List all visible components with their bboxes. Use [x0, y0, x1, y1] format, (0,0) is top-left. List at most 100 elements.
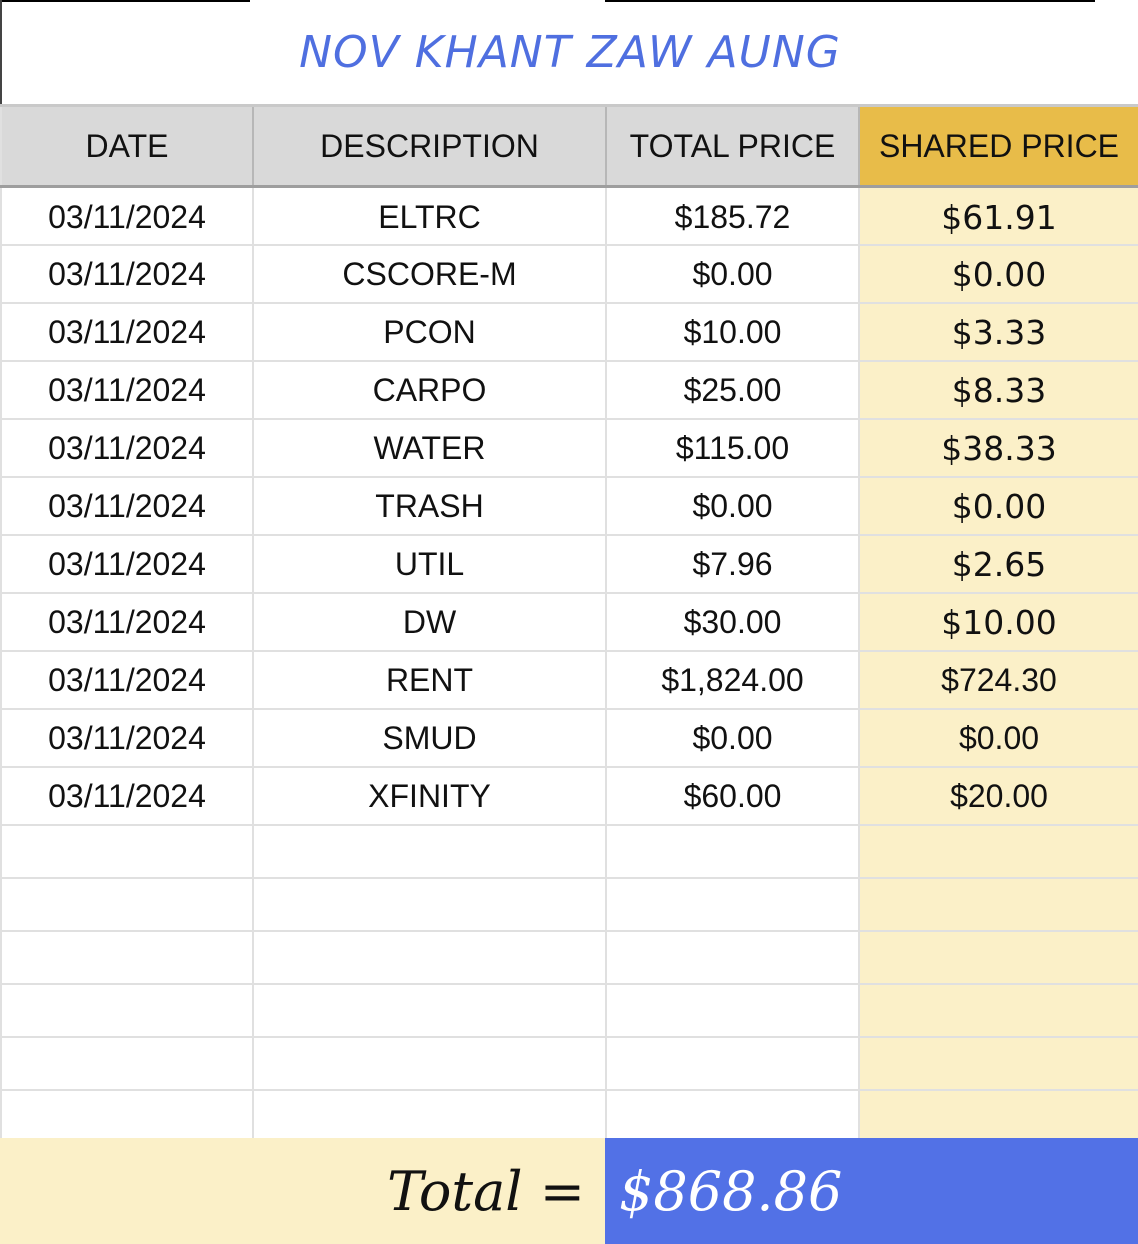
empty-cell[interactable]: [0, 1090, 254, 1144]
date-cell[interactable]: 03/11/2024: [0, 651, 254, 710]
total-price-cell[interactable]: $1,824.00: [606, 651, 860, 710]
empty-row: [0, 825, 1138, 879]
date-cell[interactable]: 03/11/2024: [0, 186, 254, 246]
table-row: 03/11/2024 TRASH $0.00 $0.00: [0, 477, 1138, 536]
total-price-cell[interactable]: $60.00: [606, 767, 860, 826]
description-cell[interactable]: RENT: [253, 651, 607, 710]
shared-price-cell[interactable]: $2.65: [859, 535, 1138, 594]
total-price-cell[interactable]: $115.00: [606, 419, 860, 478]
date-cell[interactable]: 03/11/2024: [0, 245, 254, 304]
empty-cell[interactable]: [0, 984, 254, 1038]
table-row: 03/11/2024 WATER $115.00 $38.33: [0, 419, 1138, 478]
total-price-cell[interactable]: $185.72: [606, 186, 860, 246]
header-total-price[interactable]: TOTAL PRICE: [606, 104, 860, 188]
empty-cell[interactable]: [253, 878, 607, 932]
description-cell[interactable]: ELTRC: [253, 186, 607, 246]
empty-cell[interactable]: [606, 1037, 860, 1091]
empty-cell[interactable]: [0, 825, 254, 879]
description-cell[interactable]: TRASH: [253, 477, 607, 536]
total-price-cell[interactable]: $0.00: [606, 477, 860, 536]
top-border-left: [0, 0, 250, 2]
empty-shared-cell[interactable]: [859, 1037, 1138, 1091]
empty-cell[interactable]: [606, 984, 860, 1038]
empty-shared-cell[interactable]: [859, 984, 1138, 1038]
total-label[interactable]: Total =: [0, 1138, 605, 1244]
empty-row: [0, 984, 1138, 1038]
shared-price-cell[interactable]: $61.91: [859, 186, 1138, 246]
header-row: DATE DESCRIPTION TOTAL PRICE SHARED PRIC…: [0, 104, 1138, 188]
sheet-title: NOV KHANT ZAW AUNG: [0, 0, 1138, 104]
empty-shared-cell[interactable]: [859, 931, 1138, 985]
empty-cell[interactable]: [606, 878, 860, 932]
total-price-cell[interactable]: $0.00: [606, 709, 860, 768]
empty-cell[interactable]: [0, 878, 254, 932]
empty-shared-cell[interactable]: [859, 1090, 1138, 1144]
empty-row: [0, 1037, 1138, 1091]
date-cell[interactable]: 03/11/2024: [0, 419, 254, 478]
top-border: [0, 0, 1138, 2]
shared-price-cell[interactable]: $0.00: [859, 709, 1138, 768]
header-date[interactable]: DATE: [0, 104, 254, 188]
empty-row: [0, 878, 1138, 932]
total-price-cell[interactable]: $10.00: [606, 303, 860, 362]
date-cell[interactable]: 03/11/2024: [0, 535, 254, 594]
empty-shared-cell[interactable]: [859, 878, 1138, 932]
shared-price-cell[interactable]: $8.33: [859, 361, 1138, 420]
description-cell[interactable]: PCON: [253, 303, 607, 362]
empty-cell[interactable]: [253, 1090, 607, 1144]
total-price-cell[interactable]: $0.00: [606, 245, 860, 304]
empty-cell[interactable]: [606, 1090, 860, 1144]
empty-cell[interactable]: [606, 825, 860, 879]
total-price-cell[interactable]: $7.96: [606, 535, 860, 594]
expense-table: DATE DESCRIPTION TOTAL PRICE SHARED PRIC…: [0, 104, 1138, 1144]
table-row: 03/11/2024 DW $30.00 $10.00: [0, 593, 1138, 652]
description-cell[interactable]: WATER: [253, 419, 607, 478]
date-cell[interactable]: 03/11/2024: [0, 767, 254, 826]
empty-row: [0, 1090, 1138, 1144]
table-row: 03/11/2024 RENT $1,824.00 $724.30: [0, 651, 1138, 710]
description-cell[interactable]: UTIL: [253, 535, 607, 594]
description-cell[interactable]: CARPO: [253, 361, 607, 420]
table-body: 03/11/2024 ELTRC $185.72 $61.91 03/11/20…: [0, 186, 1138, 1144]
date-cell[interactable]: 03/11/2024: [0, 709, 254, 768]
empty-cell[interactable]: [0, 931, 254, 985]
shared-price-cell[interactable]: $0.00: [859, 245, 1138, 304]
header-description[interactable]: DESCRIPTION: [253, 104, 607, 188]
shared-price-cell[interactable]: $38.33: [859, 419, 1138, 478]
empty-cell[interactable]: [0, 1037, 254, 1091]
table-row: 03/11/2024 CARPO $25.00 $8.33: [0, 361, 1138, 420]
description-cell[interactable]: CSCORE-M: [253, 245, 607, 304]
empty-cell[interactable]: [253, 931, 607, 985]
date-cell[interactable]: 03/11/2024: [0, 361, 254, 420]
header-shared-price[interactable]: SHARED PRICE: [859, 104, 1138, 188]
table-row: 03/11/2024 SMUD $0.00 $0.00: [0, 709, 1138, 768]
date-cell[interactable]: 03/11/2024: [0, 593, 254, 652]
table-row: 03/11/2024 PCON $10.00 $3.33: [0, 303, 1138, 362]
shared-price-cell[interactable]: $20.00: [859, 767, 1138, 826]
expense-table-container: DATE DESCRIPTION TOTAL PRICE SHARED PRIC…: [0, 104, 1138, 1144]
table-row: 03/11/2024 ELTRC $185.72 $61.91: [0, 186, 1138, 246]
total-price-cell[interactable]: $25.00: [606, 361, 860, 420]
shared-price-cell[interactable]: $10.00: [859, 593, 1138, 652]
top-border-right: [605, 0, 1095, 2]
total-value[interactable]: $868.86: [605, 1138, 1138, 1244]
shared-price-cell[interactable]: $3.33: [859, 303, 1138, 362]
empty-cell[interactable]: [606, 931, 860, 985]
empty-shared-cell[interactable]: [859, 825, 1138, 879]
empty-cell[interactable]: [253, 984, 607, 1038]
total-bar: Total = $868.86: [0, 1138, 1138, 1244]
table-row: 03/11/2024 XFINITY $60.00 $20.00: [0, 767, 1138, 826]
description-cell[interactable]: DW: [253, 593, 607, 652]
empty-cell[interactable]: [253, 1037, 607, 1091]
shared-price-cell[interactable]: $0.00: [859, 477, 1138, 536]
table-row: 03/11/2024 UTIL $7.96 $2.65: [0, 535, 1138, 594]
shared-price-cell[interactable]: $724.30: [859, 651, 1138, 710]
total-price-cell[interactable]: $30.00: [606, 593, 860, 652]
date-cell[interactable]: 03/11/2024: [0, 303, 254, 362]
description-cell[interactable]: SMUD: [253, 709, 607, 768]
empty-cell[interactable]: [253, 825, 607, 879]
date-cell[interactable]: 03/11/2024: [0, 477, 254, 536]
table-row: 03/11/2024 CSCORE-M $0.00 $0.00: [0, 245, 1138, 304]
description-cell[interactable]: XFINITY: [253, 767, 607, 826]
empty-row: [0, 931, 1138, 985]
